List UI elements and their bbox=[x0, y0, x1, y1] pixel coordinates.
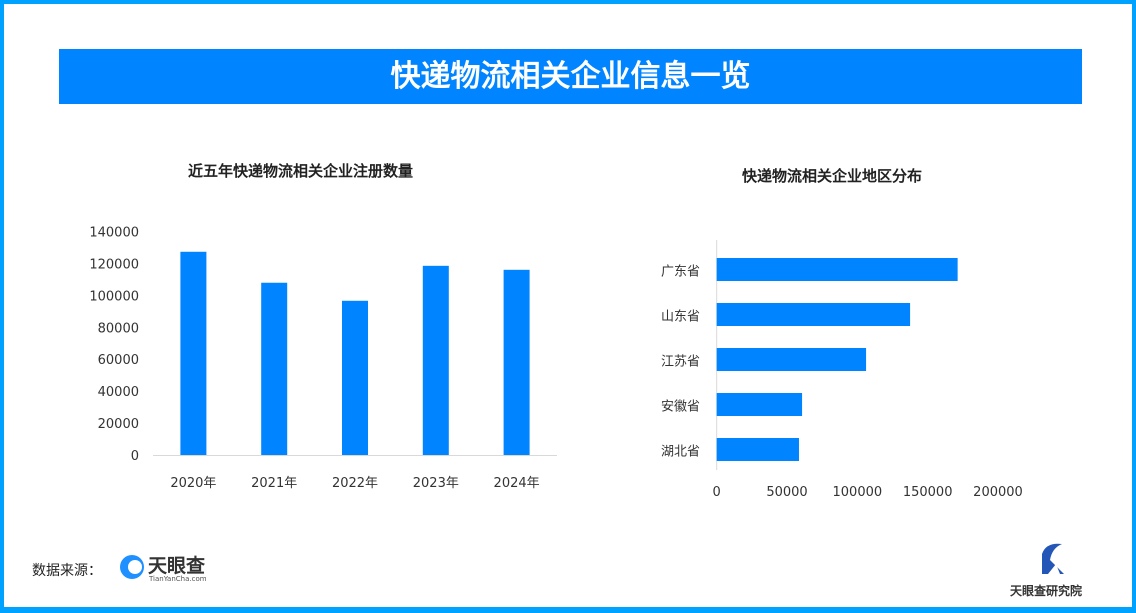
bar-2023年 bbox=[422, 265, 449, 455]
y-tick-label: 100000 bbox=[89, 289, 139, 304]
x-tick-label: 100000 bbox=[833, 485, 883, 500]
logo-name: 天眼查 bbox=[148, 555, 206, 577]
y-tick-label: 安徽省 bbox=[661, 400, 700, 415]
x-tick-label: 50000 bbox=[766, 485, 807, 500]
y-tick-label: 江苏省 bbox=[661, 354, 700, 370]
y-tick-label: 湖北省 bbox=[661, 445, 700, 460]
y-tick-label: 20000 bbox=[98, 417, 139, 432]
institute-name: 天眼查研究院 bbox=[1009, 584, 1082, 598]
y-tick-label: 80000 bbox=[98, 321, 139, 336]
bar-2021年 bbox=[261, 282, 288, 455]
y-tick-label: 0 bbox=[131, 449, 139, 464]
x-tick-label: 2021年 bbox=[251, 476, 297, 491]
y-tick-label: 120000 bbox=[89, 257, 139, 272]
institute-logo: 天眼查研究院 bbox=[1006, 540, 1086, 599]
bar-2022年 bbox=[342, 300, 368, 455]
right-chart-title: 快递物流相关企业地区分布 bbox=[742, 167, 923, 185]
page-title: 快递物流相关企业信息一览 bbox=[59, 49, 1082, 104]
y-tick-label: 40000 bbox=[98, 385, 139, 400]
bar-2024年 bbox=[503, 269, 530, 455]
source-label: 数据来源： bbox=[32, 563, 102, 579]
x-tick-label: 2023年 bbox=[413, 476, 459, 491]
logo-url: TianYanCha.com bbox=[149, 575, 207, 583]
y-tick-label: 60000 bbox=[98, 353, 139, 368]
bar-安徽省 bbox=[716, 393, 803, 416]
x-tick-label: 200000 bbox=[973, 485, 1023, 500]
y-tick-label: 140000 bbox=[89, 226, 139, 241]
institute-logo-icon bbox=[1042, 543, 1064, 574]
tianyancha-logo-icon bbox=[120, 555, 144, 579]
x-tick-label: 150000 bbox=[903, 485, 953, 500]
left-bar-chart: 0 20000 40000 60000 80000 100000 120000 140000 2… bbox=[89, 226, 557, 491]
y-tick-label: 山东省 bbox=[661, 310, 700, 325]
tianyancha-logo: 天眼查 TianYanCha.com bbox=[118, 553, 207, 585]
x-tick-label: 0 bbox=[713, 485, 721, 500]
bar-广东省 bbox=[716, 258, 958, 281]
x-tick-label: 2022年 bbox=[332, 476, 378, 491]
left-chart-title: 近五年快递物流相关企业注册数量 bbox=[188, 162, 414, 180]
bar-江苏省 bbox=[716, 348, 867, 371]
bar-湖北省 bbox=[716, 438, 799, 461]
x-tick-label: 2020年 bbox=[170, 476, 216, 491]
x-tick-label: 2024年 bbox=[494, 476, 540, 491]
bar-山东省 bbox=[716, 303, 911, 326]
bar-2020年 bbox=[180, 251, 207, 455]
y-tick-label: 广东省 bbox=[661, 265, 700, 280]
